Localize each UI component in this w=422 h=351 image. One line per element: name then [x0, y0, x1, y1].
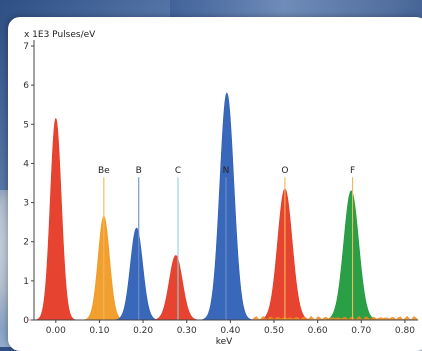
x-tick-label: 0.00	[46, 326, 66, 336]
element-label-b: B	[136, 166, 142, 176]
x-tick-label: 0.70	[351, 326, 371, 336]
y-tick-label: 1	[23, 277, 29, 287]
y-axis-label: x 1E3 Pulses/eV	[24, 30, 96, 40]
element-label-o: O	[281, 166, 288, 176]
x-tick-label: 0.20	[133, 326, 153, 336]
x-tick-label: 0.60	[308, 326, 328, 336]
x-tick-label: 0.30	[177, 326, 197, 336]
background-signal	[251, 315, 419, 321]
y-tick-label: 3	[23, 199, 29, 209]
peak-area-f	[314, 190, 389, 321]
y-tick-label: 2	[23, 238, 29, 248]
x-tick-label: 0.50	[264, 326, 284, 336]
x-axis-label: keV	[216, 337, 233, 347]
x-tick-label: 0.40	[220, 326, 240, 336]
x-tick-label: 0.80	[395, 326, 415, 336]
peak-area-zero	[28, 117, 84, 321]
background-noise	[251, 315, 419, 321]
element-label-be: Be	[98, 166, 110, 176]
element-label-c: C	[175, 166, 181, 176]
y-tick-label: 7	[23, 42, 29, 52]
y-tick-label: 0	[23, 316, 29, 326]
peak-area-c	[143, 255, 209, 321]
peak-area-n	[191, 92, 262, 321]
background-photo-top	[170, 0, 422, 18]
y-tick-label: 5	[23, 120, 29, 130]
axes: 0 1 2 3 4 5 6 7 0.00 0.10 0.20 0.30 0.40 0.50 0.60 0.70…	[23, 40, 418, 336]
x-tick-label: 0.10	[89, 326, 109, 336]
peak-areas	[28, 92, 389, 321]
element-label-f: F	[350, 166, 355, 176]
peak-marker-lines: Be B C N O F	[98, 166, 355, 320]
y-tick-label: 6	[23, 81, 29, 91]
element-label-n: N	[223, 166, 230, 176]
y-tick-label: 4	[23, 159, 29, 169]
